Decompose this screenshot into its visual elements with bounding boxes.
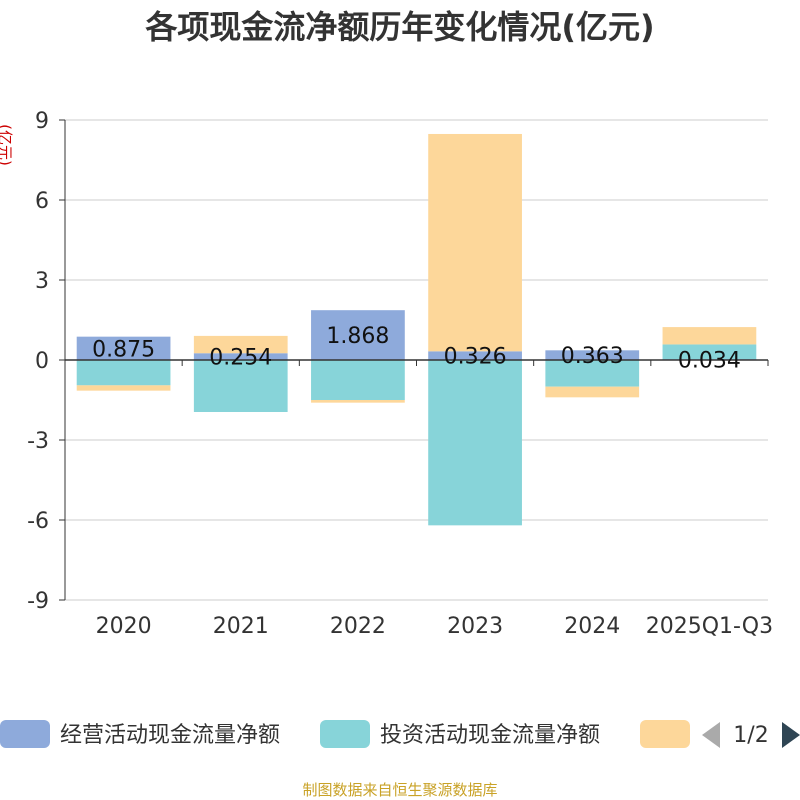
y-tick-label: 9 <box>35 109 49 134</box>
legend-swatch[interactable] <box>0 720 50 748</box>
y-tick-label: 6 <box>35 189 49 214</box>
bar-segment <box>428 360 522 526</box>
bar-segment <box>311 310 405 360</box>
bar-segment <box>193 353 288 360</box>
data-label: 0.254 <box>209 346 272 371</box>
x-tick-label: 2020 <box>96 614 152 639</box>
legend-prev-page-icon[interactable] <box>702 722 720 748</box>
legend: 经营活动现金流量净额 投资活动现金流量净额 1/2 <box>0 720 800 748</box>
data-label: 0.034 <box>678 349 741 374</box>
bar-segment <box>662 344 757 360</box>
x-tick-label: 2023 <box>447 614 503 639</box>
y-tick-label: 0 <box>35 349 49 374</box>
legend-label[interactable]: 投资活动现金流量净额 <box>380 723 600 748</box>
bar-segment <box>545 350 640 360</box>
axes: 2020 2021 2022 2023 2024 2025Q1-Q3 <box>64 120 773 639</box>
bar-segment <box>311 400 405 403</box>
bar-segment <box>76 336 171 360</box>
y-tick-label: 3 <box>35 269 49 294</box>
bar-segment <box>545 360 640 387</box>
y-tick-label: -6 <box>27 509 49 534</box>
bar-segment <box>76 360 171 386</box>
x-tick-label: 2024 <box>564 614 620 639</box>
legend-label[interactable]: 经营活动现金流量净额 <box>60 723 280 748</box>
y-tick-label: -3 <box>27 429 49 454</box>
bar-segment <box>193 360 288 412</box>
data-label: 1.868 <box>326 324 389 349</box>
data-label: 0.875 <box>92 337 155 362</box>
legend-swatch[interactable] <box>320 720 370 748</box>
bar-segment <box>76 385 171 391</box>
data-label: 0.363 <box>561 344 624 369</box>
legend-next-page-icon[interactable] <box>782 722 800 748</box>
y-tick-label: -9 <box>27 589 49 614</box>
x-tick-label: 2021 <box>213 614 269 639</box>
source-note: 制图数据来自恒生聚源数据库 <box>302 781 497 799</box>
chart-title: 各项现金流净额历年变化情况(亿元) <box>145 8 654 46</box>
bar-segment <box>662 327 757 345</box>
legend-page-indicator: 1/2 <box>733 723 768 748</box>
bar-segment <box>428 351 522 360</box>
bar-segment <box>545 386 640 398</box>
bar-segment <box>311 360 405 400</box>
y-axis-unit-label: (亿元) <box>0 124 14 166</box>
legend-swatch[interactable] <box>640 720 690 748</box>
data-labels: 0.875 0.254 1.868 0.326 0.363 0.034 <box>92 324 741 373</box>
x-tick-label: 2022 <box>330 614 386 639</box>
bars <box>76 133 757 526</box>
data-label: 0.326 <box>444 345 507 370</box>
bar-segment <box>428 133 522 352</box>
x-tick-label: 2025Q1-Q3 <box>646 614 773 639</box>
bar-segment <box>193 335 288 354</box>
